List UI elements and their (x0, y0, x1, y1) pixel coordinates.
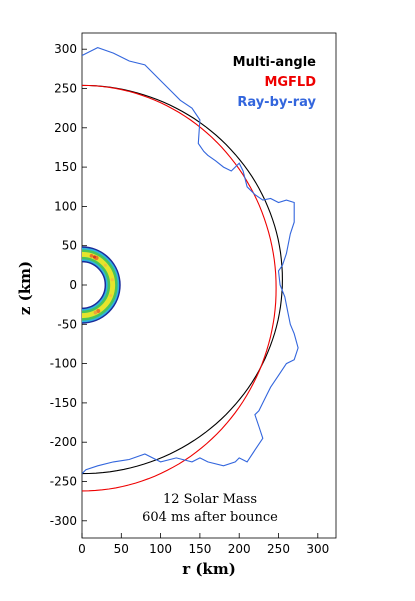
ring-hotspot (92, 255, 97, 259)
y-axis: -300 -250 -200 -150 -100 -50 0 50 100 150 200 250 30… (50, 42, 87, 528)
legend-entry-multi-angle: Multi-angle (233, 55, 317, 70)
x-axis: 0 50 100 150 200 250 300 (78, 533, 329, 556)
x-tick-label: 200 (228, 542, 251, 556)
y-axis-label: z (km) (16, 261, 34, 315)
annotation-mass: 12 Solar Mass (163, 492, 257, 507)
x-axis-label: r (km) (182, 560, 236, 578)
legend: Multi-angle MGFLD Ray-by-ray (233, 55, 317, 110)
series-multi-angle (82, 84, 283, 475)
y-tick-label: 100 (54, 199, 77, 213)
y-tick-label: 300 (54, 42, 77, 56)
legend-entry-ray-by-ray: Ray-by-ray (237, 95, 316, 110)
ring-hotspot (89, 254, 94, 258)
legend-entry-mgfld: MGFLD (264, 75, 316, 90)
y-tick-label: -250 (50, 475, 77, 489)
ring-hotspot (103, 263, 107, 267)
y-tick-label: -200 (50, 435, 77, 449)
ring-hotspot (93, 310, 98, 315)
annotation-block: 12 Solar Mass 604 ms after bounce (142, 492, 278, 525)
y-tick-label: 150 (54, 160, 77, 174)
y-tick-label: -300 (50, 514, 77, 528)
x-tick-label: 0 (78, 542, 86, 556)
y-tick-label: 250 (54, 82, 77, 96)
x-tick-label: 150 (188, 542, 211, 556)
ring-hotspot (96, 308, 101, 313)
series-ray-by-ray (82, 47, 299, 474)
x-tick-label: 50 (114, 542, 129, 556)
plot-frame (81, 32, 337, 539)
y-tick-label: 0 (69, 278, 77, 292)
y-tick-label: -100 (50, 357, 77, 371)
x-tick-label: 250 (267, 542, 290, 556)
series-layer (82, 47, 299, 492)
y-tick-label: 50 (62, 239, 77, 253)
annotation-time: 604 ms after bounce (142, 510, 278, 525)
ring-hotspot (109, 294, 113, 297)
series-mgfld (82, 84, 277, 492)
ring-hotspot (110, 278, 114, 282)
y-tick-label: -150 (50, 396, 77, 410)
x-tick-label: 100 (149, 542, 172, 556)
y-tick-label: 200 (54, 121, 77, 135)
x-tick-label: 300 (306, 542, 329, 556)
ring-yellow-band (82, 251, 116, 319)
inset-density-ring (82, 246, 121, 324)
y-tick-label: -50 (57, 317, 77, 331)
